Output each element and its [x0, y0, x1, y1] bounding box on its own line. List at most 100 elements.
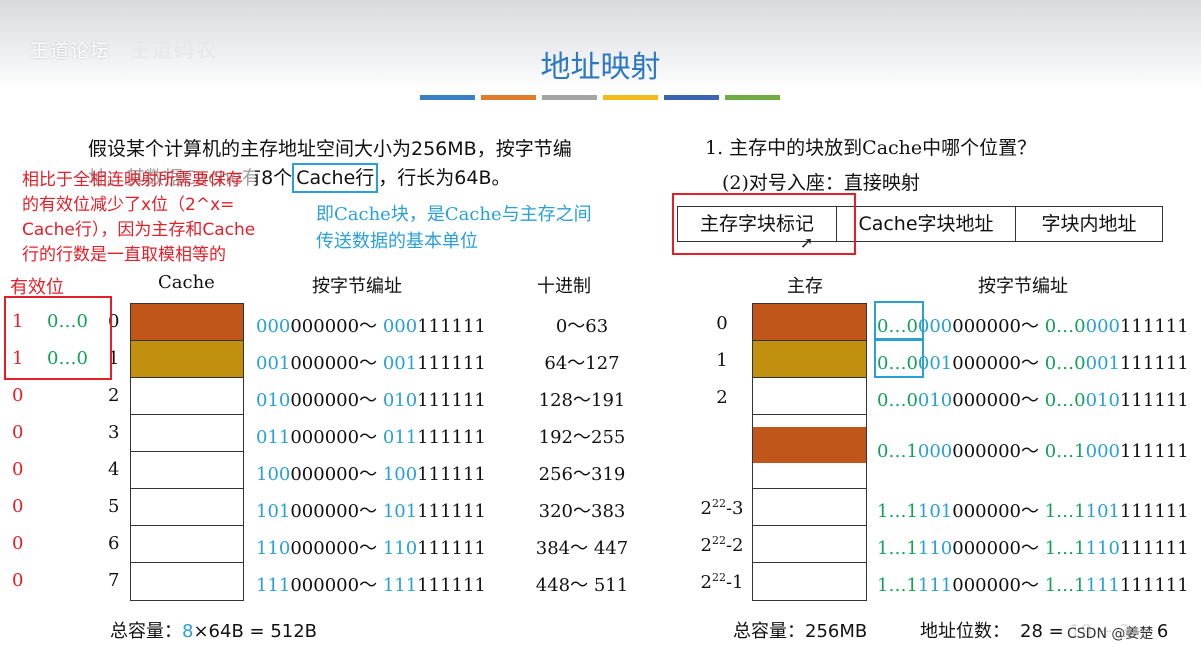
cache-line-index: 4: [108, 459, 120, 480]
tag-highlight: [874, 301, 924, 341]
addr-offset-bits: 111111: [1119, 501, 1189, 522]
range-separator: ～: [1020, 441, 1045, 462]
addr-offset-bits: 000000: [290, 390, 360, 411]
decimal-range: 128～191: [538, 390, 626, 411]
range-separator: ～: [359, 390, 383, 411]
cache-line: [130, 377, 244, 416]
memory-block-number: 0: [696, 312, 748, 334]
valid-bit: 0: [12, 496, 24, 517]
memory-block: [752, 525, 867, 564]
byte-address-range: 011000000～ 011111111: [256, 423, 486, 449]
decimal-range: 448～ 511: [535, 575, 629, 596]
memory-gap: [752, 463, 867, 488]
addr-offset-bits: 000000: [952, 316, 1021, 337]
red-annotation-line: Cache行），因为主存和Cache: [22, 220, 256, 240]
memory-block: [752, 426, 867, 464]
addr-tag-bits: 1…1: [1044, 538, 1086, 559]
addr-index-bits: 111: [382, 575, 418, 596]
blue-annotation-line: 即Cache块，是Cache与主存之间: [316, 204, 592, 225]
right-total-capacity: 总容量：256MB: [733, 621, 868, 642]
slide-header: [0, 0, 1201, 90]
block-number-exponent: 22: [711, 534, 726, 547]
byte-address-range: 100000000～ 100111111: [256, 460, 486, 486]
addr-offset-bits: 111111: [417, 575, 486, 596]
memory-byte-range: 0…0000000000～ 0…0000111111: [877, 312, 1189, 338]
addr-index-bits: 011: [382, 427, 418, 448]
addr-offset-bits: 000000: [952, 501, 1021, 522]
cache-line: [130, 451, 244, 490]
addr-offset-bits: 000000: [290, 464, 360, 485]
cache-line: [130, 562, 244, 601]
addr-index-bits: 101: [382, 501, 418, 522]
valid-bit: 1: [12, 311, 24, 332]
byte-address-range: 000000000～ 000111111: [256, 312, 486, 338]
range-separator: ～: [359, 538, 383, 559]
memory-block: [752, 303, 867, 342]
addr-tag-bits: 1…1: [877, 501, 918, 522]
addr-offset-bits: 111111: [417, 501, 486, 522]
right-address-header: 按字节编址: [978, 276, 1068, 297]
range-separator: ～: [1020, 390, 1045, 411]
cache-line: [130, 340, 244, 379]
addr-index-bits: 111: [256, 575, 291, 596]
cache-line-index: 2: [108, 385, 120, 406]
addr-offset-bits: 000000: [952, 441, 1021, 462]
addr-offset-bits: 111111: [1119, 538, 1189, 559]
title-color-bar: [542, 95, 597, 100]
cache-line: [130, 525, 244, 564]
range-separator: ～: [1020, 353, 1045, 374]
red-annotation-line: 相比于全相连映射所需要保存: [22, 170, 243, 190]
title-color-bar: [420, 95, 475, 100]
addr-offset-bits: 000000: [290, 501, 360, 522]
tag-highlight: [874, 338, 924, 378]
addr-tag-bits: 1…1: [877, 575, 918, 596]
addr-offset-bits: 111111: [1119, 353, 1189, 374]
block-number-base: 0: [716, 313, 728, 334]
range-separator: ～: [359, 464, 383, 485]
cache-line: [130, 303, 244, 342]
addr-index-bits: 000: [917, 441, 953, 462]
addr-index-bits: 111: [917, 575, 953, 596]
valid-bit: 0: [12, 422, 24, 443]
addr-tag-bits: 0…0: [1044, 353, 1086, 374]
cache-tag: 0…0: [47, 348, 88, 369]
addr-index-bits: 100: [256, 464, 291, 485]
block-number-tail: -2: [725, 535, 744, 556]
memory-block-number: 222-1: [696, 571, 748, 593]
addr-index-bits: 110: [256, 538, 291, 559]
byte-address-range: 110000000～ 110111111: [256, 534, 486, 560]
memory-block: [752, 488, 867, 527]
addr-offset-bits: 111111: [417, 353, 486, 374]
addr-offset-bits: 111111: [1119, 575, 1189, 596]
block-number-exponent: 22: [711, 497, 726, 510]
range-separator: ～: [359, 353, 383, 374]
addr-index-bits: 010: [917, 390, 953, 411]
addr-index-bits: 110: [917, 538, 953, 559]
addr-index-bits: 001: [917, 353, 953, 374]
block-number-base: 2: [716, 387, 728, 408]
addr-tag-bits: 1…1: [877, 538, 918, 559]
addr-offset-bits: 111111: [417, 464, 486, 485]
addr-index-bits: 000: [382, 316, 418, 337]
field-main-tag: 主存字块标记: [678, 207, 837, 241]
addr-tag-bits: 0…0: [877, 316, 918, 337]
cache-line-index: 5: [108, 496, 120, 517]
valid-bit: 0: [12, 459, 24, 480]
addr-offset-bits: 000000: [952, 390, 1021, 411]
addr-index-bits: 010: [382, 390, 418, 411]
block-number-base: 2: [700, 498, 712, 519]
block-number-tail: -3: [725, 498, 744, 519]
left-total-lines: 8: [182, 621, 194, 642]
title-color-bar: [725, 95, 780, 100]
block-number-base: 2: [700, 535, 712, 556]
addr-offset-bits: 000000: [290, 575, 360, 596]
addr-tag-bits: 0…0: [877, 390, 918, 411]
memory-block-number: 222-3: [696, 497, 748, 519]
memory-byte-range: 0…1000000000～ 0…1000111111: [877, 437, 1189, 463]
addr-index-bits: 101: [917, 501, 953, 522]
addr-index-bits: 110: [1085, 538, 1120, 559]
memory-byte-range: 1…1110000000～ 1…1110111111: [877, 534, 1189, 560]
addr-offset-bits: 000000: [952, 538, 1021, 559]
intro-line-2-suffix: ，行长为64B。: [378, 167, 511, 189]
cache-line-index: 7: [108, 570, 120, 591]
